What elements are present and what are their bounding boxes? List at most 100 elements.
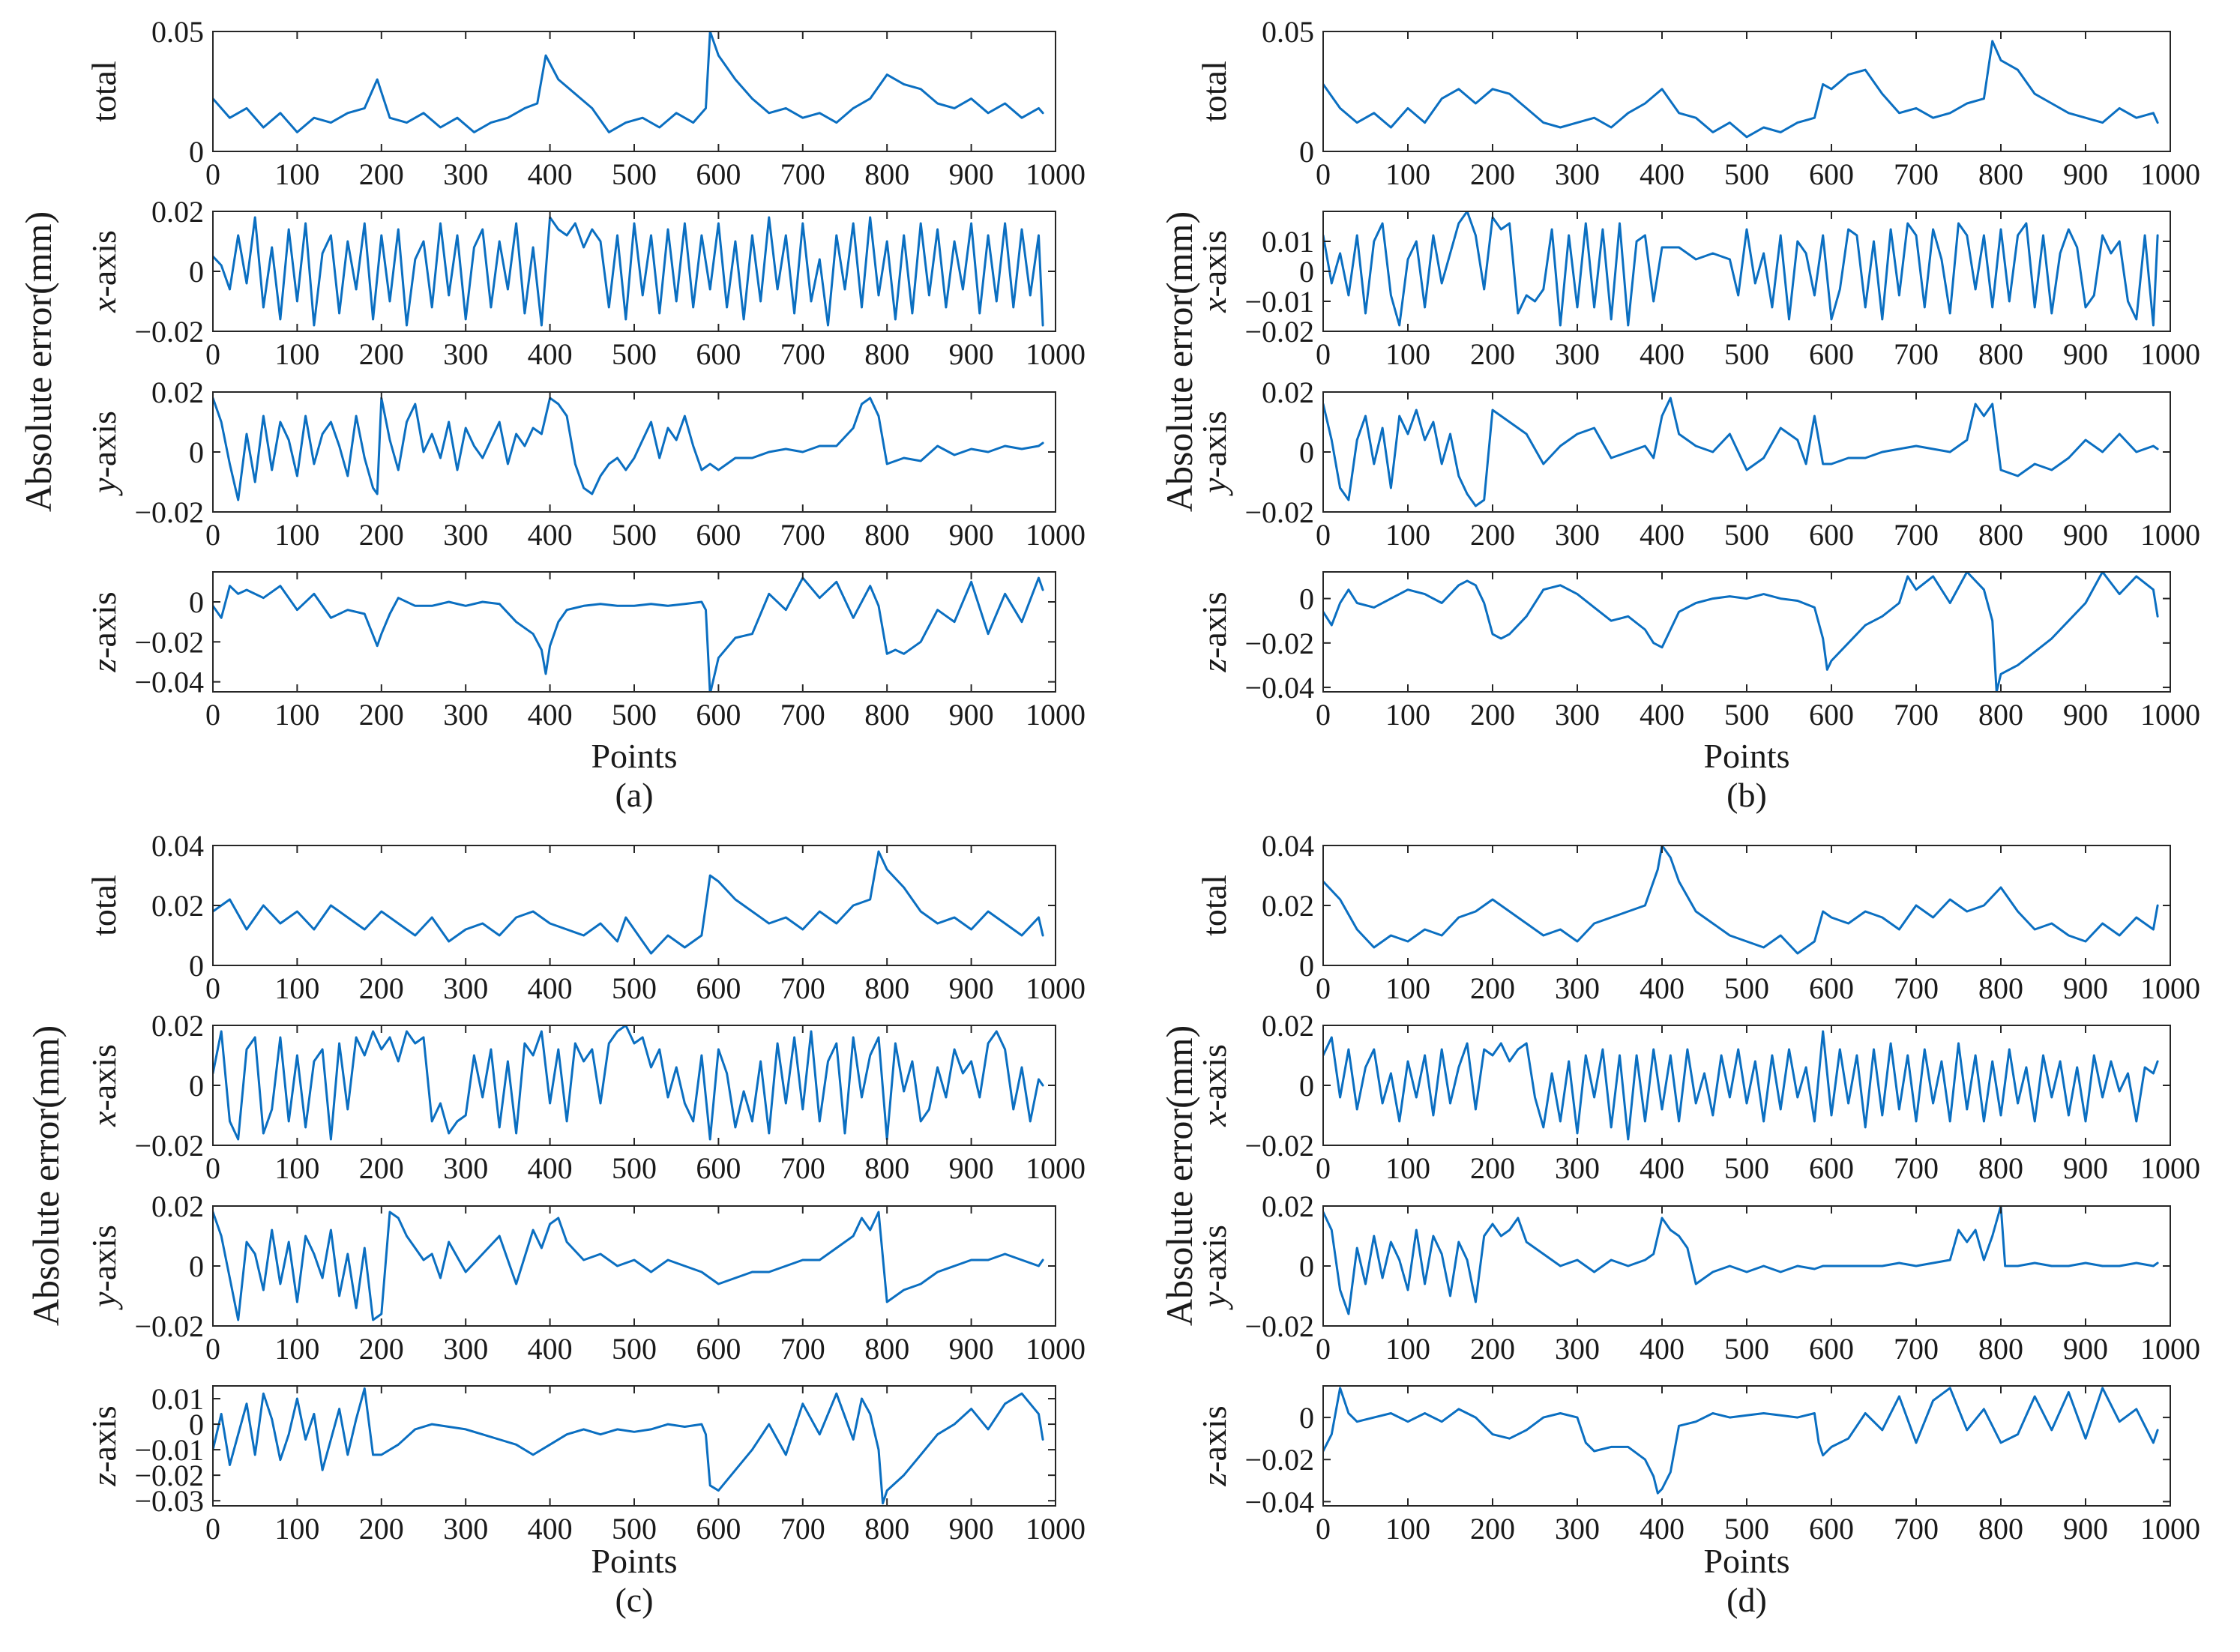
x-tick-label: 600 [696,157,741,191]
y-tick-label: −0.02 [134,315,204,349]
x-tick-label: 0 [1316,698,1331,732]
x-tick-label: 800 [1978,157,2023,191]
y-tick-label: −0.04 [134,666,204,699]
x-tick-label: 200 [1470,518,1515,552]
shared-ylabel: Absolute error(mm) [1158,211,1200,512]
x-tick-label: 900 [2063,1512,2108,1546]
x-tick-label: 500 [612,337,657,371]
subplot-y-axis: 0 100 200 300 400 500 600 700 800 900 1000−0.0200.… [85,1190,1086,1366]
subplot-total: 0 100 200 300 400 500 600 700 800 900 1000 0 0.05 tot… [85,15,1086,191]
x-tick-label: 100 [1385,698,1430,732]
y-tick-label: −0.02 [1244,1129,1314,1163]
x-tick-label: 800 [864,971,909,1005]
y-tick-label: −0.02 [1244,495,1314,529]
subplot-total: 0 100 200 300 400 500 600 700 800 900 1000 0 0.02 0.0… [1195,829,2200,1005]
x-tick-label: 700 [780,1151,825,1185]
x-tick-label: 0 [205,698,220,732]
x-tick-label: 700 [780,971,825,1005]
x-tick-label: 400 [1640,1332,1684,1366]
x-tick-label: 800 [1978,1512,2023,1546]
x-tick-label: 1000 [2140,1512,2200,1546]
x-tick-label: 300 [1555,1512,1600,1546]
x-tick-label: 300 [1555,1151,1600,1185]
subplot-ylabel: total [1195,61,1233,122]
series-line-x-axis [213,1025,1044,1141]
x-tick-label: 1000 [2140,157,2200,191]
subplot-total: 0 100 200 300 400 500 600 700 800 900 1000 0 0.02 0.0… [85,829,1086,1005]
x-tick-label: 0 [205,157,220,191]
x-tick-label: 400 [528,1151,573,1185]
y-tick-label: 0 [189,1249,204,1283]
x-tick-label: 600 [696,1332,741,1366]
x-tick-label: 200 [1470,1332,1515,1366]
x-tick-label: 500 [1724,157,1769,191]
subplot-ylabel: z-axis [85,591,123,672]
subplot-total: 0 100 200 300 400 500 600 700 800 900 1000 0 0.05 tot… [1195,15,2200,191]
x-tick-label: 500 [1724,518,1769,552]
panel-0: 0 100 200 300 400 500 600 700 800 900 100000.05tot… [17,15,1086,814]
x-tick-label: 0 [1316,337,1331,371]
subplot-ylabel: z-axis [1195,591,1233,672]
x-tick-label: 600 [696,1512,741,1546]
x-tick-label: 800 [1978,337,2023,371]
subplot-x-axis: 0 100 200 300 400 500 600 700 800 900 1000−0.0200.… [1195,1009,2200,1185]
x-tick-label: 300 [443,698,488,732]
y-tick-label: −0.01 [134,1433,204,1467]
y-tick-label: 0 [189,135,204,169]
y-tick-label: 0.02 [1262,1190,1314,1223]
x-tick-label: 800 [1978,1151,2023,1185]
x-tick-label: 400 [1640,157,1684,191]
x-tick-label: 100 [1385,1512,1430,1546]
subplot-ylabel: y-axis [1195,1225,1233,1310]
x-tick-label: 100 [1385,337,1430,371]
axis-frame [212,31,1056,152]
x-tick-label: 1000 [1026,157,1086,191]
panel-2: 0 100 200 300 400 500 600 700 800 900 100000.020.0… [25,829,1086,1619]
x-tick-label: 0 [1316,1512,1331,1546]
panel-caption: (b) [1726,776,1767,814]
x-tick-label: 600 [1809,1151,1854,1185]
x-tick-label: 700 [780,1332,825,1366]
x-tick-label: 800 [864,1151,909,1185]
x-tick-label: 600 [696,1151,741,1185]
y-tick-label: 0.02 [1262,889,1314,923]
x-tick-label: 400 [528,157,573,191]
x-tick-label: 1000 [1026,698,1086,732]
x-tick-label: 300 [1555,971,1600,1005]
x-tick-label: 800 [864,337,909,371]
x-axis-label: Points [1703,737,1789,775]
axis-frame [1322,1205,2171,1327]
y-tick-label: −0.04 [1244,671,1314,705]
x-tick-label: 100 [274,698,319,732]
x-axis-label: Points [591,737,677,775]
subplot-ylabel: x-axis [1195,230,1233,313]
x-tick-label: 300 [1555,1332,1600,1366]
y-tick-label: −0.02 [1244,315,1314,349]
subplot-ylabel: x-axis [1195,1044,1233,1127]
x-tick-label: 300 [1555,518,1600,552]
x-tick-label: 300 [443,1512,488,1546]
x-tick-label: 500 [1724,337,1769,371]
x-tick-label: 700 [780,1512,825,1546]
subplot-ylabel: y-axis [1195,411,1233,496]
subplot-y-axis: 0 100 200 300 400 500 600 700 800 900 1000−0.0200.… [1195,1190,2200,1366]
y-tick-label: 0 [1299,949,1314,983]
x-tick-label: 500 [612,1151,657,1185]
x-tick-label: 500 [1724,1151,1769,1185]
y-tick-label: 0.02 [1262,1009,1314,1043]
x-tick-label: 700 [1894,971,1939,1005]
x-tick-label: 100 [1385,971,1430,1005]
x-tick-label: 400 [1640,337,1684,371]
x-tick-label: 0 [1316,518,1331,552]
x-tick-label: 300 [443,971,488,1005]
y-tick-label: 0.01 [151,1382,204,1416]
series-line-z-axis [1323,572,2159,692]
x-tick-label: 900 [949,157,994,191]
x-tick-label: 700 [1894,518,1939,552]
series-line-x-axis [213,216,1044,327]
x-tick-label: 200 [359,157,404,191]
x-tick-label: 500 [1724,1512,1769,1546]
x-tick-label: 200 [359,1512,404,1546]
x-tick-label: 1000 [2140,971,2200,1005]
y-tick-label: −0.02 [134,1129,204,1163]
